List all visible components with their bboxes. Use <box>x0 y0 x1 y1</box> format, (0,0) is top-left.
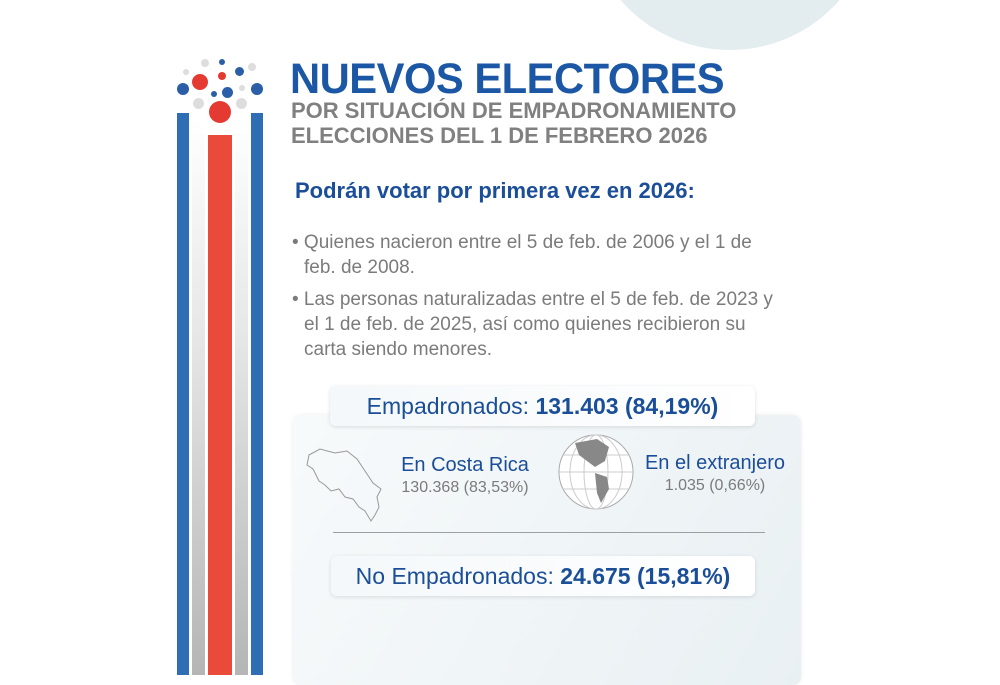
bullet-item: • Quienes nacieron entre el 5 de feb. de… <box>292 232 752 278</box>
subtitle-registration: POR SITUACIÓN DE EMPADRONAMIENTO <box>291 98 737 123</box>
logo-bar-gray-right <box>235 120 248 675</box>
page-title: NUEVOS ELECTORES <box>290 55 725 103</box>
logo-dot <box>218 72 226 80</box>
logo-dot <box>209 101 231 123</box>
costa-rica-label: En Costa Rica <box>401 454 529 476</box>
registered-label: Empadronados: <box>366 393 530 419</box>
registered-box: Empadronados: 131.403 (84,19%) <box>330 386 755 426</box>
not-registered-value: 24.675 (15,81%) <box>560 563 731 589</box>
logo-dot <box>211 91 217 97</box>
not-registered-box: No Empadronados: 24.675 (15,81%) <box>331 556 755 596</box>
stats-panel <box>293 415 801 685</box>
logo-dot <box>236 98 247 109</box>
logo-dot <box>239 85 245 91</box>
abroad-value: 1.035 (0,66%) <box>664 477 766 494</box>
logo-bar-gray-left <box>192 120 205 675</box>
logo-dot <box>248 63 256 71</box>
logo-bar-blue-right <box>251 113 263 675</box>
divider <box>333 532 765 533</box>
globe-icon <box>558 434 634 510</box>
costa-rica-map-icon <box>306 448 382 522</box>
logo-dot <box>193 98 204 109</box>
logo-dot <box>192 74 208 90</box>
bullet-item: • Las personas naturalizadas entre el 5 … <box>292 289 773 360</box>
not-registered-label: No Empadronados: <box>355 563 554 589</box>
logo-bar-red <box>208 135 232 675</box>
logo-dot <box>219 59 225 65</box>
bullet-list: • Quienes nacieron entre el 5 de feb. de… <box>292 230 782 369</box>
subtitle-election-date: ELECCIONES DEL 1 DE FEBRERO 2026 <box>291 123 708 148</box>
intro-heading: Podrán votar por primera vez en 2026: <box>295 178 695 203</box>
abroad-label: En el extranjero <box>644 452 786 474</box>
costa-rica-value: 130.368 (83,53%) <box>401 479 529 496</box>
logo-dot <box>183 69 189 75</box>
logo-bar-blue-left <box>177 113 189 675</box>
registered-value: 131.403 (84,19%) <box>535 393 719 419</box>
logo-dot <box>177 83 189 95</box>
logo-dot <box>251 83 263 95</box>
logo-dot <box>235 67 244 76</box>
decorative-circle <box>585 0 875 50</box>
logo-dot <box>201 59 209 67</box>
logo-dot <box>222 87 233 98</box>
